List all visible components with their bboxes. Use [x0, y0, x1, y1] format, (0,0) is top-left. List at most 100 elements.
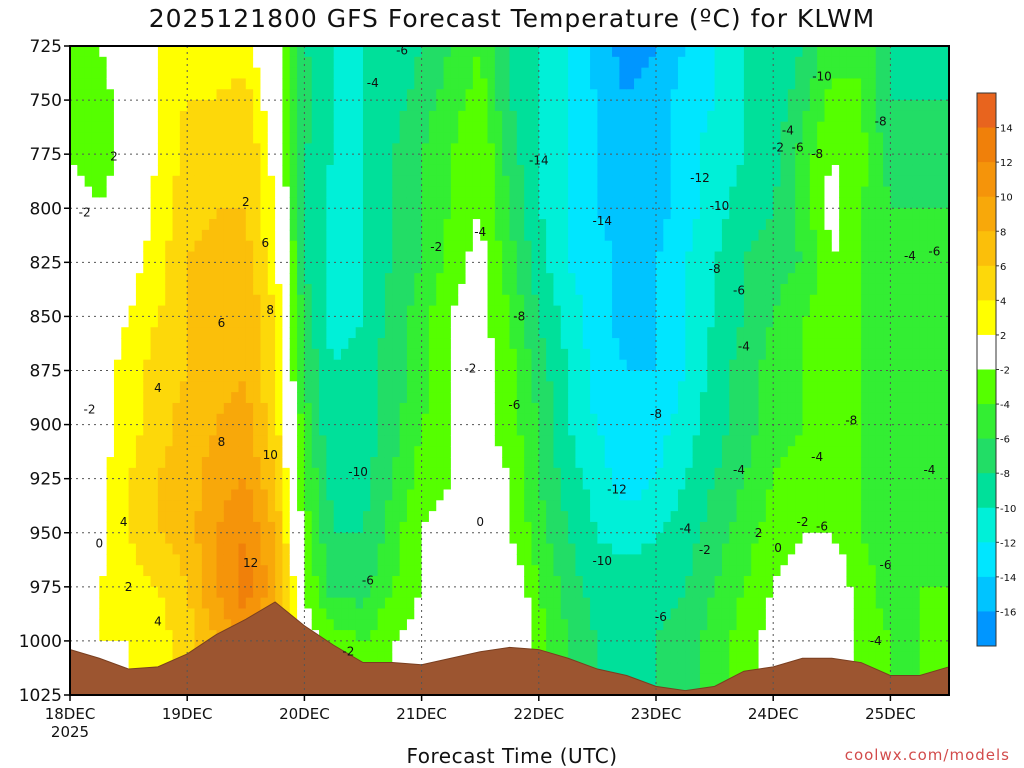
temperature-cell [260, 273, 269, 285]
temperature-cell [99, 305, 108, 318]
temperature-cell [91, 283, 100, 296]
temperature-cell [487, 435, 496, 447]
temperature-cell [472, 273, 481, 285]
temperature-cell [377, 413, 386, 426]
temperature-cell [612, 576, 620, 588]
temperature-cell [209, 619, 218, 631]
temperature-cell [77, 457, 86, 469]
temperature-cell [524, 219, 533, 231]
temperature-cell [612, 348, 620, 361]
temperature-cell [84, 608, 93, 620]
temperature-cell [289, 467, 298, 480]
temperature-cell [194, 327, 203, 339]
temperature-cell [187, 619, 196, 631]
temperature-cell [165, 608, 174, 620]
temperature-cell [377, 619, 386, 631]
temperature-cell [370, 78, 379, 90]
temperature-cell [223, 586, 232, 599]
temperature-cell [465, 608, 474, 620]
temperature-cell [106, 381, 115, 393]
temperature-cell [267, 338, 276, 350]
temperature-cell [209, 532, 218, 545]
temperature-cell [560, 597, 569, 610]
temperature-cell [612, 565, 620, 577]
temperature-cell [582, 67, 591, 80]
temperature-cell [575, 197, 584, 209]
temperature-cell [494, 283, 503, 296]
temperature-cell [143, 121, 152, 134]
temperature-cell [289, 154, 298, 166]
temperature-cell [487, 402, 496, 415]
temperature-cell [406, 67, 415, 80]
temperature-cell [201, 175, 210, 188]
temperature-cell [494, 67, 503, 80]
temperature-cell [187, 56, 196, 69]
temperature-cell [341, 543, 349, 555]
temperature-cell [648, 294, 657, 307]
temperature-cell [216, 619, 225, 631]
temperature-cell [84, 640, 93, 653]
temperature-cell [253, 175, 262, 188]
temperature-cell [238, 435, 247, 447]
temperature-cell [428, 619, 437, 631]
temperature-cell [282, 56, 291, 69]
temperature-cell [297, 154, 305, 166]
temperature-cell [619, 143, 628, 155]
temperature-cell [282, 89, 291, 101]
temperature-cell [384, 240, 393, 253]
temperature-cell [99, 608, 108, 620]
temperature-cell [648, 446, 657, 458]
temperature-cell [458, 132, 467, 144]
temperature-cell [113, 56, 122, 69]
temperature-cell [216, 240, 225, 253]
temperature-cell [245, 478, 254, 491]
temperature-cell [656, 521, 664, 534]
temperature-cell [201, 576, 210, 588]
temperature-cell [106, 554, 115, 566]
temperature-cell [245, 143, 254, 155]
temperature-cell [531, 543, 540, 555]
temperature-cell [282, 164, 291, 177]
temperature-cell [245, 219, 254, 231]
temperature-cell [333, 543, 342, 555]
temperature-cell [275, 219, 284, 231]
temperature-cell [179, 229, 188, 242]
temperature-cell [582, 208, 591, 220]
temperature-cell [670, 597, 679, 610]
temperature-cell [568, 521, 577, 534]
temperature-cell [297, 186, 305, 199]
temperature-cell [421, 565, 430, 577]
temperature-cell [194, 392, 203, 404]
temperature-cell [465, 46, 474, 58]
temperature-cell [289, 229, 298, 242]
temperature-cell [406, 273, 415, 285]
temperature-cell [612, 511, 620, 523]
temperature-cell [91, 175, 100, 188]
temperature-cell [245, 197, 254, 209]
temperature-cell [150, 46, 159, 58]
temperature-cell [392, 576, 401, 588]
temperature-cell [113, 478, 122, 491]
temperature-cell [458, 78, 467, 90]
temperature-cell [289, 446, 298, 458]
temperature-cell [480, 576, 489, 588]
temperature-cell [677, 132, 686, 144]
temperature-cell [70, 316, 78, 328]
temperature-cell [656, 370, 664, 382]
temperature-cell [216, 283, 225, 296]
temperature-cell [282, 413, 291, 426]
temperature-cell [384, 619, 393, 631]
temperature-cell [626, 565, 635, 577]
temperature-cell [121, 446, 130, 458]
temperature-cell [399, 630, 408, 642]
temperature-cell [223, 424, 232, 436]
temperature-cell [150, 597, 159, 610]
temperature-cell [406, 348, 415, 361]
temperature-cell [443, 78, 452, 90]
temperature-cell [289, 197, 298, 209]
temperature-cell [604, 565, 613, 577]
temperature-cell [590, 208, 598, 220]
temperature-cell [597, 392, 606, 404]
temperature-cell [187, 240, 196, 253]
temperature-cell [553, 467, 562, 480]
